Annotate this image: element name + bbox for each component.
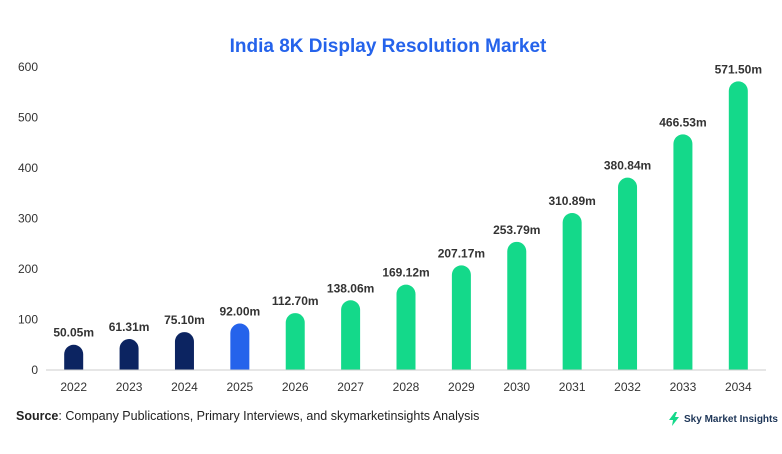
data-label-2034: 571.50m [715, 62, 762, 76]
bar-2022 [64, 344, 84, 370]
data-label-2033: 466.53m [659, 115, 706, 129]
data-label-2027: 138.06m [327, 281, 374, 295]
x-tick-label-2034: 2034 [725, 380, 752, 394]
brand-logo: Sky Market Insights [668, 412, 778, 426]
x-tick-label-2030: 2030 [503, 380, 530, 394]
x-tick-label-2027: 2027 [337, 380, 364, 394]
data-label-2032: 380.84m [604, 159, 651, 173]
y-tick-label: 300 [18, 212, 38, 226]
source-note: Source: Company Publications, Primary In… [16, 409, 479, 423]
bar-2026 [285, 313, 305, 370]
x-tick-label-2033: 2033 [670, 380, 697, 394]
bar-2030 [507, 241, 527, 370]
chart-title: India 8K Display Resolution Market [230, 36, 547, 57]
brand-name: Sky Market Insights [684, 413, 778, 425]
bar-2031 [562, 213, 582, 370]
x-tick-label-2022: 2022 [60, 380, 87, 394]
data-label-2029: 207.17m [438, 246, 485, 260]
bar-2029 [451, 265, 471, 370]
y-tick-label: 400 [18, 161, 38, 175]
x-axis: 2022 2023 2024 2025 2026 2027 2028 2029 2030 2031… [46, 369, 766, 394]
bar-2033 [673, 134, 693, 370]
source-text: : Company Publications, Primary Intervie… [58, 409, 480, 423]
bar-2028 [396, 284, 416, 370]
x-tick-label-2023: 2023 [116, 380, 143, 394]
y-tick-label: 0 [31, 363, 38, 377]
y-tick-label: 200 [18, 262, 38, 276]
y-tick-label: 500 [18, 111, 38, 125]
x-tick-label-2025: 2025 [226, 380, 253, 394]
y-axis: 0 100 200 300 400 500 600 [18, 60, 38, 377]
data-label-2031: 310.89m [548, 194, 595, 208]
bar-2023 [119, 339, 139, 370]
bar-2027 [341, 300, 361, 370]
source-label: Source [16, 409, 59, 423]
bar-2024 [174, 332, 194, 370]
data-label-2024: 75.10m [164, 313, 205, 327]
x-tick-label-2031: 2031 [559, 380, 586, 394]
bar-2032 [618, 177, 638, 370]
data-label-2023: 61.31m [109, 320, 150, 334]
data-label-2030: 253.79m [493, 223, 540, 237]
data-label-2022: 50.05m [53, 326, 94, 340]
x-tick-label-2032: 2032 [614, 380, 641, 394]
y-tick-label: 100 [18, 313, 38, 327]
data-label-2026: 112.70m [272, 294, 319, 308]
x-tick-label-2029: 2029 [448, 380, 475, 394]
x-tick-label-2026: 2026 [282, 380, 309, 394]
y-tick-label: 600 [18, 60, 38, 74]
lightning-bolt-icon [669, 412, 679, 426]
x-tick-label-2024: 2024 [171, 380, 198, 394]
x-tick-label-2028: 2028 [393, 380, 420, 394]
bars-group [64, 81, 748, 370]
data-label-2025: 92.00m [219, 305, 260, 319]
bar-2034 [728, 81, 748, 370]
data-labels-group: 50.05m 61.31m 75.10m 92.00m 112.70m 138.06m 16… [53, 62, 762, 339]
data-label-2028: 169.12m [382, 266, 429, 280]
bar-2025 [230, 323, 250, 370]
